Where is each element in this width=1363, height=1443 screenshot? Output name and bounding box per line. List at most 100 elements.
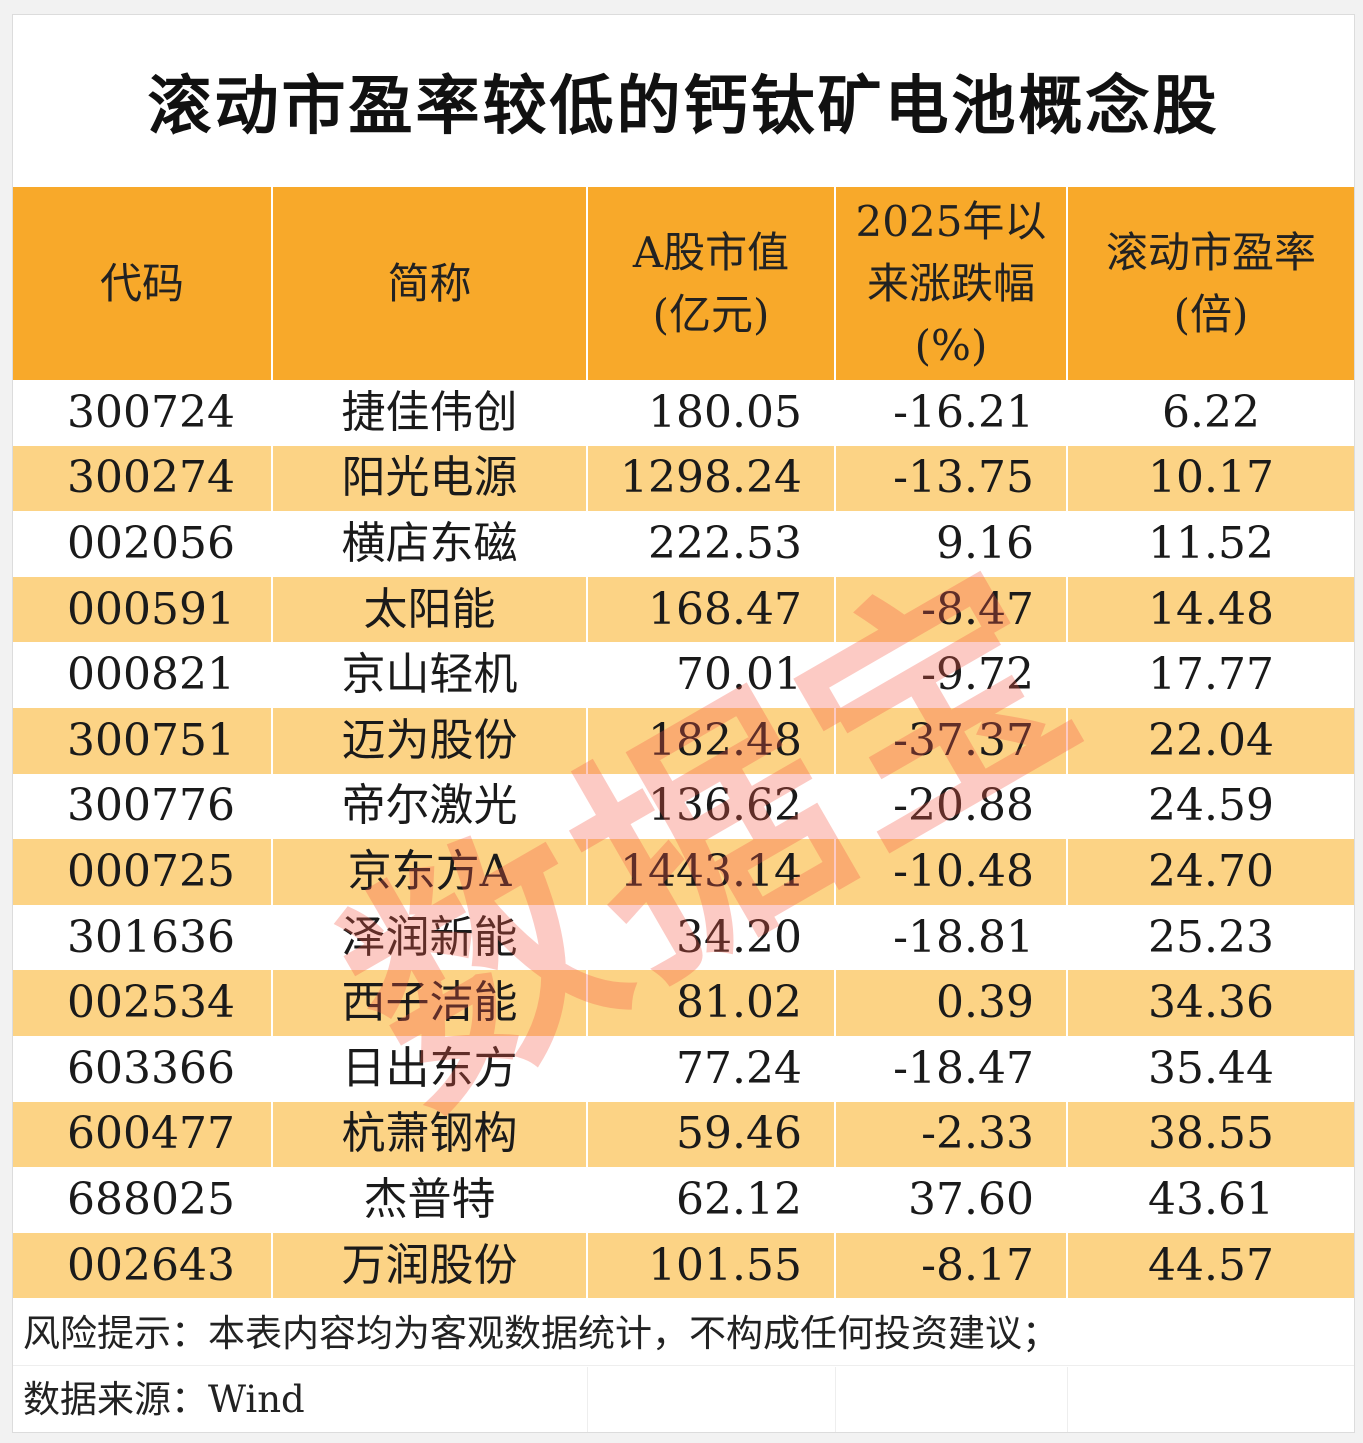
cell-code: 688025 xyxy=(13,1167,273,1233)
cell-code: 300751 xyxy=(13,707,273,774)
table-row: 300776 帝尔激光 136.62 -20.88 24.59 xyxy=(13,773,1354,840)
cell-ytd-change: -20.88 xyxy=(835,773,1068,840)
table-row: 002056 横店东磁 222.53 9.16 11.52 xyxy=(13,511,1354,577)
cell-ttm-pe: 35.44 xyxy=(1067,1035,1354,1102)
cell-market-cap: 168.47 xyxy=(587,576,836,643)
table-row: 000591 太阳能 168.47 -8.47 14.48 xyxy=(13,576,1354,643)
cell-code: 000591 xyxy=(13,576,273,643)
risk-note-row: 风险提示：本表内容均为客观数据统计，不构成任何投资建议； xyxy=(13,1301,1354,1366)
cell-name: 京山轻机 xyxy=(272,642,588,708)
source-note: 数据来源：Wind xyxy=(23,1378,305,1421)
header-ttm-pe: 滚动市盈率 (倍) xyxy=(1067,187,1354,380)
cell-ytd-change: 9.16 xyxy=(835,511,1068,577)
table-row: 300274 阳光电源 1298.24 -13.75 10.17 xyxy=(13,445,1354,512)
cell-ytd-change: -9.72 xyxy=(835,642,1068,708)
cell-ttm-pe: 24.59 xyxy=(1067,773,1354,840)
cell-ttm-pe: 11.52 xyxy=(1067,511,1354,577)
table-row: 002534 西子洁能 81.02 0.39 34.36 xyxy=(13,970,1354,1036)
cell-ttm-pe: 44.57 xyxy=(1067,1232,1354,1299)
header-line: (倍) xyxy=(1173,289,1249,339)
cell-code: 300274 xyxy=(13,445,273,512)
cell-name: 迈为股份 xyxy=(272,707,588,774)
cell-ttm-pe: 38.55 xyxy=(1067,1101,1354,1168)
cell-ytd-change: -16.21 xyxy=(835,380,1068,446)
cell-name: 万润股份 xyxy=(272,1232,588,1299)
header-market-cap: A股市值 (亿元) xyxy=(587,187,836,380)
cell-name: 阳光电源 xyxy=(272,445,588,512)
table-row: 002643 万润股份 101.55 -8.17 44.57 xyxy=(13,1232,1354,1299)
header-name: 简称 xyxy=(272,187,588,380)
grid-divider xyxy=(835,1367,836,1432)
risk-note: 风险提示：本表内容均为客观数据统计，不构成任何投资建议； xyxy=(23,1312,1059,1355)
cell-code: 002056 xyxy=(13,511,273,577)
header-line: 2025年以 xyxy=(855,196,1047,246)
cell-market-cap: 1298.24 xyxy=(587,445,836,512)
source-note-row: 数据来源：Wind xyxy=(13,1367,1354,1432)
cell-market-cap: 81.02 xyxy=(587,970,836,1036)
cell-ttm-pe: 25.23 xyxy=(1067,904,1354,971)
table-row: 300724 捷佳伟创 180.05 -16.21 6.22 xyxy=(13,380,1354,446)
cell-market-cap: 180.05 xyxy=(587,380,836,446)
cell-name: 西子洁能 xyxy=(272,970,588,1036)
cell-code: 301636 xyxy=(13,904,273,971)
cell-ytd-change: -18.47 xyxy=(835,1035,1068,1102)
header-line: 来涨跌幅 xyxy=(866,258,1035,308)
cell-name: 横店东磁 xyxy=(272,511,588,577)
cell-code: 600477 xyxy=(13,1101,273,1168)
table-row: 300751 迈为股份 182.48 -37.37 22.04 xyxy=(13,707,1354,774)
cell-code: 002534 xyxy=(13,970,273,1036)
cell-code: 002643 xyxy=(13,1232,273,1299)
header-line: 简称 xyxy=(387,258,472,308)
cell-name: 太阳能 xyxy=(272,576,588,643)
cell-ttm-pe: 43.61 xyxy=(1067,1167,1354,1233)
cell-name: 帝尔激光 xyxy=(272,773,588,840)
cell-name: 泽润新能 xyxy=(272,904,588,971)
cell-ytd-change: -8.47 xyxy=(835,576,1068,643)
cell-ytd-change: -37.37 xyxy=(835,707,1068,774)
header-line: (%) xyxy=(914,320,988,370)
table-row: 301636 泽润新能 34.20 -18.81 25.23 xyxy=(13,904,1354,971)
header-line: 代码 xyxy=(99,258,184,308)
cell-market-cap: 34.20 xyxy=(587,904,836,971)
cell-code: 300724 xyxy=(13,380,273,446)
cell-ttm-pe: 17.77 xyxy=(1067,642,1354,708)
table-row: 688025 杰普特 62.12 37.60 43.61 xyxy=(13,1167,1354,1233)
grid-divider xyxy=(587,1367,588,1432)
table-body: 300724 捷佳伟创 180.05 -16.21 6.22 300274 阳光电源 1298… xyxy=(13,380,1354,1299)
cell-ytd-change: -10.48 xyxy=(835,839,1068,905)
cell-code: 000725 xyxy=(13,839,273,905)
cell-ttm-pe: 14.48 xyxy=(1067,576,1354,643)
cell-code: 000821 xyxy=(13,642,273,708)
table-row: 000821 京山轻机 70.01 -9.72 17.77 xyxy=(13,642,1354,708)
cell-code: 603366 xyxy=(13,1035,273,1102)
header-line: (亿元) xyxy=(652,289,770,339)
cell-name: 京东方A xyxy=(272,839,588,905)
cell-market-cap: 62.12 xyxy=(587,1167,836,1233)
cell-name: 杭萧钢构 xyxy=(272,1101,588,1168)
cell-ytd-change: 37.60 xyxy=(835,1167,1068,1233)
header-line: 滚动市盈率 xyxy=(1105,227,1316,277)
cell-ytd-change: -18.81 xyxy=(835,904,1068,971)
stock-table: 代码 简称 A股市值 (亿元) 2025年以 来涨跌幅 (%) 滚动市盈率 (倍… xyxy=(13,187,1354,1299)
header-line: A股市值 xyxy=(632,227,790,277)
cell-name: 捷佳伟创 xyxy=(272,380,588,446)
cell-ytd-change: -8.17 xyxy=(835,1232,1068,1299)
table-header-row: 代码 简称 A股市值 (亿元) 2025年以 来涨跌幅 (%) 滚动市盈率 (倍… xyxy=(13,187,1354,380)
table-card: 滚动市盈率较低的钙钛矿电池概念股 代码 简称 A股市值 (亿元) xyxy=(12,14,1355,1433)
cell-ytd-change: -13.75 xyxy=(835,445,1068,512)
grid-divider xyxy=(1067,1367,1068,1432)
cell-ytd-change: -2.33 xyxy=(835,1101,1068,1168)
cell-ttm-pe: 34.36 xyxy=(1067,970,1354,1036)
cell-market-cap: 101.55 xyxy=(587,1232,836,1299)
cell-ttm-pe: 10.17 xyxy=(1067,445,1354,512)
cell-ttm-pe: 6.22 xyxy=(1067,380,1354,446)
cell-name: 日出东方 xyxy=(272,1035,588,1102)
table-row: 000725 京东方A 1443.14 -10.48 24.70 xyxy=(13,839,1354,905)
cell-name: 杰普特 xyxy=(272,1167,588,1233)
cell-market-cap: 77.24 xyxy=(587,1035,836,1102)
cell-ttm-pe: 22.04 xyxy=(1067,707,1354,774)
cell-market-cap: 182.48 xyxy=(587,707,836,774)
cell-market-cap: 70.01 xyxy=(587,642,836,708)
cell-ytd-change: 0.39 xyxy=(835,970,1068,1036)
table-row: 603366 日出东方 77.24 -18.47 35.44 xyxy=(13,1035,1354,1102)
